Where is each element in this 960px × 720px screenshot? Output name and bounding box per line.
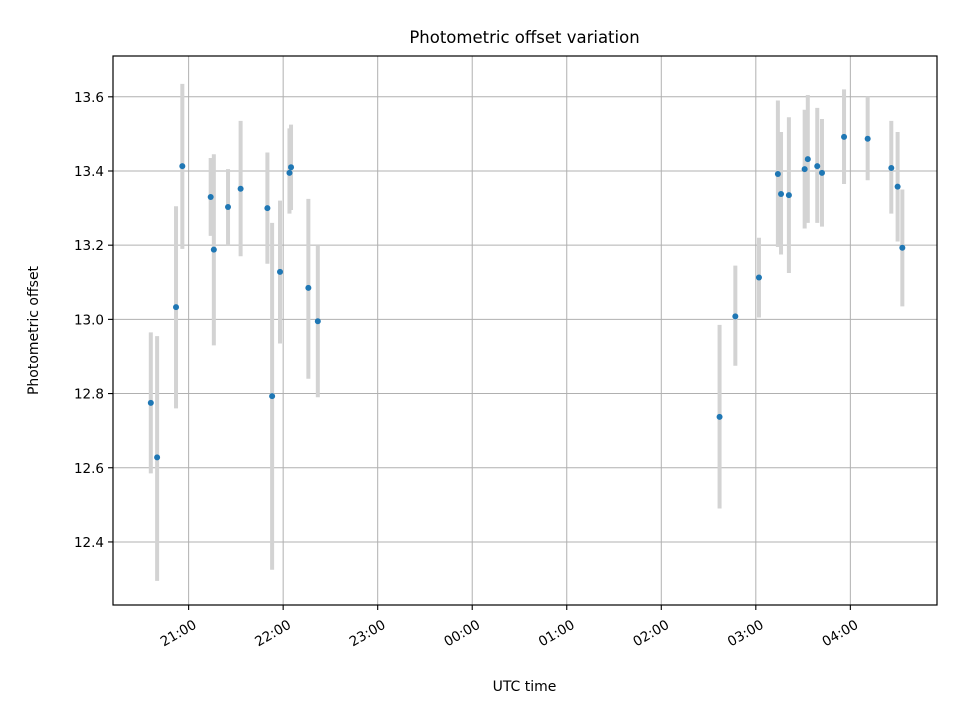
data-point bbox=[894, 183, 901, 190]
data-points bbox=[147, 133, 906, 461]
data-point bbox=[207, 193, 214, 200]
y-tick-label: 12.6 bbox=[74, 461, 104, 477]
data-point bbox=[778, 190, 785, 197]
data-point bbox=[716, 413, 723, 420]
data-point bbox=[785, 192, 792, 199]
data-point bbox=[841, 133, 848, 140]
data-point bbox=[147, 399, 154, 406]
data-point bbox=[305, 284, 312, 291]
data-point bbox=[154, 454, 161, 461]
data-point bbox=[210, 246, 217, 253]
data-point bbox=[286, 169, 293, 176]
data-point bbox=[237, 185, 244, 192]
y-tick-label: 13.6 bbox=[74, 90, 104, 106]
data-point bbox=[277, 268, 284, 275]
y-tick-label: 12.8 bbox=[74, 387, 104, 403]
data-point bbox=[774, 170, 781, 177]
data-point bbox=[864, 135, 871, 142]
data-point bbox=[801, 166, 808, 173]
chart-title: Photometric offset variation bbox=[409, 28, 639, 47]
y-tick-label: 13.2 bbox=[74, 238, 104, 254]
data-point bbox=[818, 169, 825, 176]
data-point bbox=[755, 274, 762, 281]
y-tick-label: 13.0 bbox=[74, 312, 104, 328]
x-axis-label: UTC time bbox=[493, 679, 557, 695]
data-point bbox=[269, 393, 276, 400]
y-axis-label: Photometric offset bbox=[26, 265, 42, 395]
data-point bbox=[814, 163, 821, 170]
data-point bbox=[314, 318, 321, 325]
y-tick-label: 13.4 bbox=[74, 164, 104, 180]
y-axis: 12.4 12.6 12.8 13.0 13.2 13.4 13.6 bbox=[74, 90, 113, 551]
data-point bbox=[264, 205, 271, 212]
data-point bbox=[173, 304, 180, 311]
plot-frame bbox=[112, 55, 938, 606]
data-point bbox=[899, 244, 906, 251]
y-tick-label: 12.4 bbox=[74, 535, 104, 551]
data-point bbox=[288, 164, 295, 171]
data-point bbox=[225, 203, 232, 210]
grid bbox=[113, 56, 937, 605]
data-point bbox=[732, 313, 739, 320]
data-point bbox=[804, 156, 811, 163]
data-point bbox=[179, 163, 186, 170]
data-point bbox=[888, 165, 895, 172]
